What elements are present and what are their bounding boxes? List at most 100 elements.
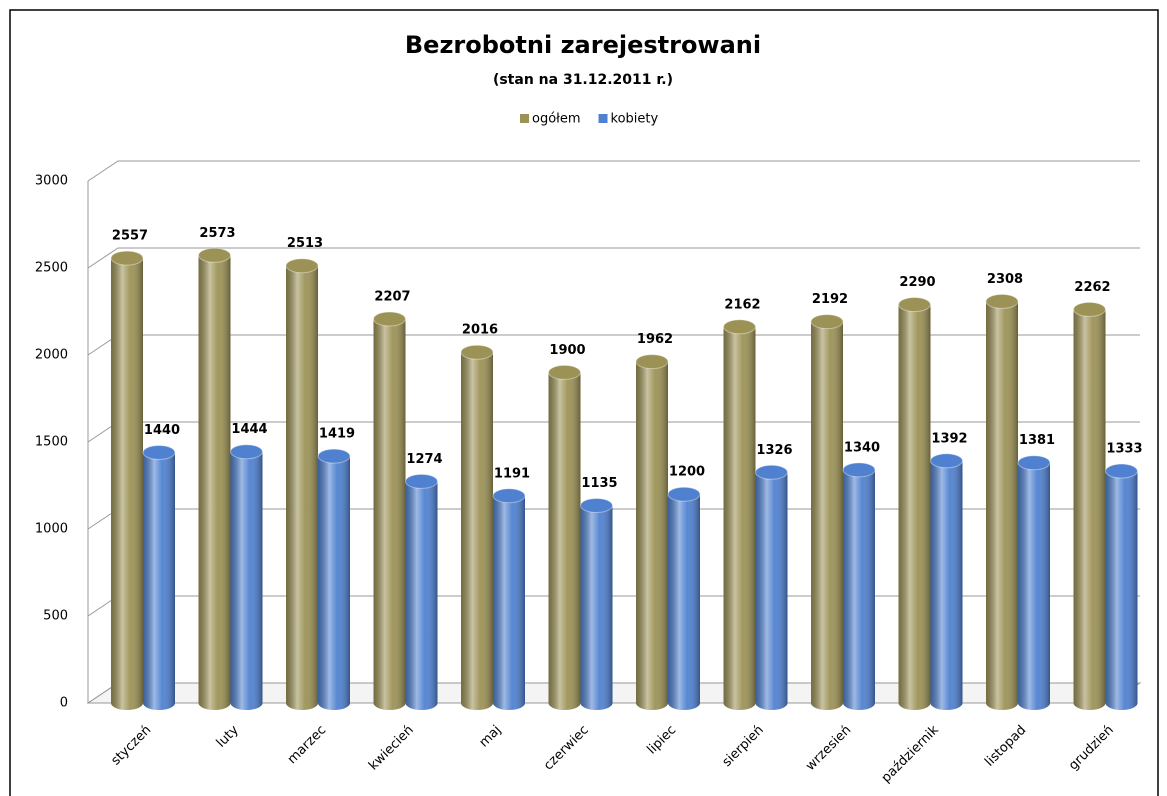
x-tick-label: sierpień: [720, 723, 767, 770]
value-label: 2573: [199, 226, 235, 241]
y-tick-label: 2000: [35, 348, 68, 363]
x-tick-label: listopad: [982, 723, 1029, 770]
legend: ogółem kobiety: [520, 112, 658, 127]
x-tick-label: grudzień: [1066, 723, 1117, 774]
bar-shade: [318, 456, 350, 703]
bar-group: [492, 488, 526, 710]
bar-shade: [843, 469, 875, 703]
value-label: 1326: [756, 443, 792, 458]
x-tick-label: maj: [477, 723, 505, 751]
x-tick-label: październik: [879, 722, 942, 785]
bar-bottom-shade: [580, 696, 613, 710]
bar-group: [1017, 455, 1051, 710]
bar-top: [1017, 455, 1051, 471]
bar-group: [635, 354, 669, 710]
x-tick-label: styczeń: [108, 723, 154, 769]
bar-bottom-shade: [111, 696, 143, 710]
value-label: 2016: [462, 323, 498, 338]
bar-group: [198, 247, 231, 710]
bar-shade: [461, 352, 493, 703]
grid-line: [87, 160, 1140, 182]
bar-group: [285, 258, 319, 710]
bar-top: [985, 293, 1019, 309]
bar-shade: [1105, 471, 1138, 703]
bar-group: [142, 444, 176, 710]
bar-shade: [373, 318, 406, 703]
bar-group: [405, 473, 438, 710]
bar-bottom-shade: [811, 696, 843, 710]
bar-top: [723, 319, 756, 335]
value-label: 1440: [144, 423, 180, 438]
bar-shade: [898, 304, 931, 703]
x-tick-label: luty: [214, 722, 242, 750]
value-label: 1419: [319, 427, 355, 442]
bar-top: [492, 488, 526, 504]
bar-group: [317, 448, 351, 710]
bar-shade: [668, 494, 700, 703]
bar-bottom-shade: [143, 696, 175, 710]
legend-label: ogółem: [532, 112, 581, 127]
bar-top: [110, 250, 144, 266]
bar-top: [548, 364, 581, 380]
y-tick-label: 1500: [35, 435, 68, 450]
bar-shade: [1018, 462, 1050, 703]
bar-shade: [405, 481, 438, 703]
bar-group: [898, 297, 931, 710]
chart-title: Bezrobotni zarejestrowani: [405, 31, 761, 59]
value-label: 1274: [406, 452, 442, 467]
bar-shade: [198, 255, 231, 703]
frame: [9, 9, 1159, 796]
bar-shade: [493, 495, 525, 703]
bar-top: [667, 486, 701, 502]
bar-shade: [548, 372, 581, 703]
bar-shade: [286, 265, 318, 703]
bar-top: [405, 473, 438, 489]
bar-shade: [930, 460, 963, 703]
bar-shade: [755, 472, 788, 703]
bar-bottom-shade: [318, 696, 350, 710]
y-tick-label: 0: [60, 696, 68, 711]
bar-bottom-shade: [636, 696, 668, 710]
bar-top: [930, 453, 963, 469]
bar-shade: [636, 361, 668, 703]
x-tick-label: kwiecień: [366, 723, 417, 774]
bar-top: [898, 297, 931, 313]
bar-top: [142, 444, 176, 460]
bar-shade: [986, 301, 1018, 703]
bar-top: [1105, 463, 1138, 479]
bar-top: [580, 498, 613, 514]
bar-top: [810, 314, 844, 330]
value-label: 1900: [549, 343, 585, 358]
bar-top: [1073, 301, 1106, 317]
value-label: 2162: [724, 297, 760, 312]
bar-top: [635, 354, 669, 370]
bar-group: [373, 311, 406, 710]
bar-top: [317, 448, 351, 464]
bar-bottom-shade: [405, 696, 438, 710]
value-label: 1444: [231, 422, 267, 437]
value-label: 1381: [1019, 433, 1055, 448]
bar-group: [667, 486, 701, 710]
bar-top: [755, 464, 788, 480]
bar-shade: [723, 326, 756, 703]
bar-bottom-shade: [1018, 696, 1050, 710]
bar-bottom-shade: [898, 696, 931, 710]
bar-group: [723, 319, 756, 710]
value-label: 2557: [112, 229, 148, 244]
value-label: 1135: [581, 476, 617, 491]
y-tick-label: 2500: [35, 261, 68, 276]
bar-bottom-shade: [668, 696, 700, 710]
bar-group: [580, 498, 613, 710]
bar-group: [230, 444, 263, 710]
grid-line: [87, 247, 1140, 269]
bar-bottom-shade: [1105, 696, 1138, 710]
x-tick-label: marzec: [285, 723, 330, 768]
bar-group: [810, 314, 844, 710]
value-label: 1333: [1106, 442, 1142, 457]
bar-group: [842, 462, 876, 710]
bar-shade: [811, 321, 843, 703]
bar-group: [930, 453, 963, 710]
bar-group: [110, 250, 144, 710]
bar-top: [373, 311, 406, 327]
